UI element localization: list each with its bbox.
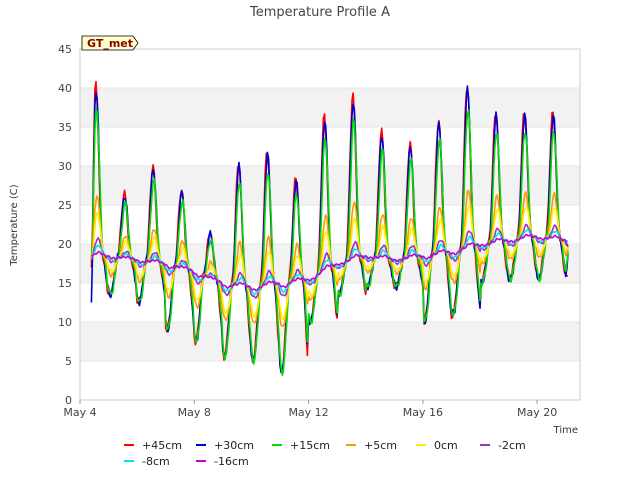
grid-band <box>80 166 580 205</box>
legend: +45cm +30cm +15cm +5cm 0cm -2cm -8cm -16cm <box>124 439 526 468</box>
y-tick-label: 10 <box>58 316 72 329</box>
y-tick-label: 45 <box>58 43 72 56</box>
grid-band <box>80 88 580 127</box>
x-axis-ticks: May 4 May 8 May 12 May 16 May 20 <box>63 400 557 419</box>
y-tick-label: 15 <box>58 277 72 290</box>
grid-band <box>80 322 580 361</box>
y-tick-label: 40 <box>58 82 72 95</box>
legend-label: -16cm <box>214 455 249 468</box>
legend-label: +15cm <box>290 439 330 452</box>
y-tick-label: 30 <box>58 160 72 173</box>
legend-label: 0cm <box>434 439 458 452</box>
grid-bands <box>80 87 580 401</box>
x-tick-label: May 12 <box>288 406 328 419</box>
legend-label: -8cm <box>142 455 170 468</box>
legend-label: +30cm <box>214 439 254 452</box>
badge-label: GT_met <box>87 37 133 50</box>
y-tick-label: 5 <box>65 355 72 368</box>
chart-title: Temperature Profile A <box>249 5 390 20</box>
x-tick-label: May 16 <box>403 406 443 419</box>
y-tick-label: 0 <box>65 394 72 407</box>
x-tick-label: May 8 <box>178 406 211 419</box>
y-axis-label: Temperature (C) <box>9 184 20 266</box>
x-tick-label: May 20 <box>517 406 557 419</box>
badge-shape <box>81 35 139 51</box>
y-tick-label: 20 <box>58 238 72 251</box>
series-line--16cm <box>91 233 569 292</box>
y-axis-ticks: 0 5 10 15 20 25 30 35 40 45 <box>58 43 72 407</box>
badge: GT_met <box>81 35 139 51</box>
legend-label: -2cm <box>498 439 526 452</box>
series-line-0cm <box>90 205 569 321</box>
legend-label: +45cm <box>142 439 182 452</box>
series-lines <box>90 80 569 377</box>
plot-frame <box>79 48 581 401</box>
x-axis-label: Time <box>553 425 578 436</box>
y-tick-label: 25 <box>58 199 72 212</box>
legend-label: +5cm <box>364 439 397 452</box>
y-tick-label: 35 <box>58 121 72 134</box>
x-tick-label: May 4 <box>63 406 96 419</box>
